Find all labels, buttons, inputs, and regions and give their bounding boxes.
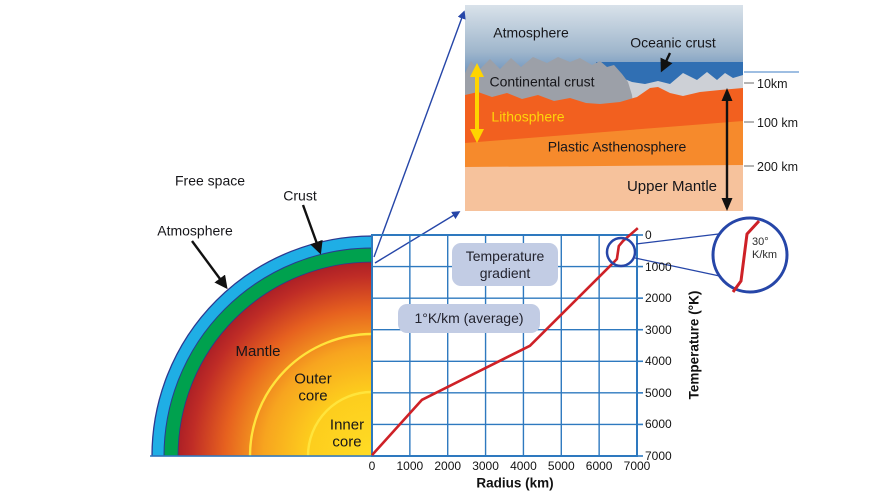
gradient-highlight-circle [605, 236, 637, 268]
outer-core-line2: core [298, 387, 328, 404]
callout-line2: K/km [752, 249, 778, 262]
mantle-label: Mantle [235, 342, 281, 360]
depth-marker-200km: 200 km [757, 160, 798, 174]
plastic-asthenosphere-label: Plastic Asthenosphere [547, 138, 687, 155]
depth-marker-100km: 100 km [757, 116, 798, 130]
inner-core-boundary-arc [306, 390, 373, 457]
zoom-cone-arrow-top [373, 10, 466, 258]
atmosphere-arrow [191, 240, 228, 290]
y-axis-title: Temperature (°K) [686, 290, 702, 400]
lithosphere-label: Lithosphere [491, 108, 565, 125]
magnifier-callout-label: 30° K/km [752, 236, 777, 262]
zoom-cone-arrow-bottom [374, 211, 461, 264]
lithosphere-extent-arrow [470, 63, 484, 143]
crust-arrow [301, 204, 323, 255]
temperature-graph [371, 216, 789, 457]
oceanic-crust-arrow [660, 52, 673, 73]
graph-border [371, 234, 638, 457]
average-gradient-annotation: 1°K/km (average) [398, 304, 540, 333]
x-axis-title: Radius (km) [476, 475, 554, 491]
magnifier-connector-bottom [634, 257, 731, 281]
outer-core-boundary-arc [248, 332, 373, 457]
earth-quadrant-graphic [150, 204, 373, 457]
asthenosphere-layer [465, 121, 743, 170]
annotation-box1-line2: gradient [479, 264, 531, 281]
callout-line1: 30° [752, 236, 769, 248]
asthenosphere-extent-arrow [721, 88, 733, 211]
free-space-label: Free space [174, 172, 246, 189]
crust-label: Crust [283, 187, 317, 204]
atmosphere-label: Atmosphere [157, 222, 233, 239]
upper-mantle-label: Upper Mantle [626, 177, 718, 195]
continental-crust-label: Continental crust [489, 73, 595, 90]
cross-section-graphic [373, 5, 799, 264]
magnifier-circle [711, 216, 789, 294]
panel-atmosphere-label: Atmosphere [493, 24, 569, 41]
mantle-core-disk [177, 261, 373, 457]
temperature-gradient-annotation: Temperature gradient [452, 243, 558, 286]
inner-core-line2: core [332, 433, 362, 450]
inner-core-label: Inner core [329, 416, 365, 451]
oceanic-crust-label: Oceanic crust [630, 34, 716, 51]
depth-marker-10km: 10km [757, 77, 788, 91]
temperature-curve [371, 227, 639, 456]
upper-mantle-layer [465, 165, 743, 211]
magnified-temperature-curve [731, 219, 761, 293]
inner-core-line1: Inner [329, 416, 365, 434]
outer-core-line1: Outer [294, 370, 332, 388]
annotation-box1-line1: Temperature [465, 247, 545, 264]
outer-core-label: Outer core [294, 370, 332, 405]
annotation-box2-text: 1°K/km (average) [414, 310, 524, 327]
